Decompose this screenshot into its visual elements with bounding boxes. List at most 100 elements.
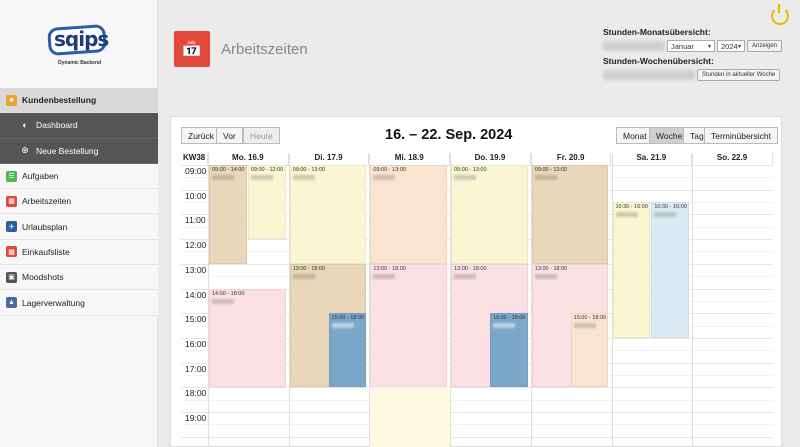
plus-circle-icon: ⊕	[21, 145, 29, 156]
event-time: 15:00 - 18:00	[331, 315, 364, 322]
cart-icon: ▩	[6, 246, 17, 258]
sidebar-item-label: Kundenbestellung	[22, 95, 97, 106]
event-time: 09:00 - 13:00	[292, 167, 326, 173]
logo-subtitle: Dynamic Backend	[58, 60, 102, 66]
calendar-event[interactable]: 10:30 - 16:00	[651, 202, 690, 338]
sidebar-item-label: Moodshots	[22, 272, 64, 283]
event-time: 13:00 - 18:00	[534, 265, 568, 272]
event-time: 09:00 - 13:00	[373, 167, 406, 173]
year-select-value: 2024	[721, 41, 738, 51]
prev-button[interactable]: Zurück	[181, 127, 221, 144]
sidebar-item-1[interactable]: ◐ Dashboard	[0, 113, 158, 139]
hour-label: 09:00	[185, 166, 207, 176]
day-divider	[369, 153, 371, 447]
grid-line	[181, 412, 773, 413]
day-divider	[288, 153, 290, 447]
sidebar-item-7[interactable]: ▣ Moodshots	[0, 265, 158, 291]
view-list-button[interactable]: Terminübersicht	[704, 127, 778, 144]
calendar-event[interactable]: 09:00 - 13:00	[289, 165, 367, 264]
event-time: 10:30 - 16:00	[615, 204, 648, 211]
sidebar-item-label: Urlaubsplan	[22, 221, 68, 232]
calendar-event[interactable]: 15:00 - 18:00	[570, 313, 609, 388]
event-name-redacted	[292, 175, 315, 180]
sidebar-item-label: Einkaufsliste	[22, 246, 70, 257]
week-grid: KW38 Mo. 16.9 Di. 17.9 Mi. 18.9 Do. 19.9 Fr.…	[181, 153, 773, 447]
view-month-button[interactable]: Monat	[616, 127, 654, 144]
sidebar-item-8[interactable]: ▲ Lagerverwaltung	[0, 290, 158, 316]
event-name-redacted	[492, 323, 515, 329]
event-name-redacted	[373, 273, 396, 279]
calendar-event[interactable]: 09:00 - 14:00	[209, 165, 247, 264]
page-title: Arbeitszeiten	[221, 41, 308, 58]
event-time: 13:00 - 18:00	[292, 265, 326, 272]
sidebar-item-0[interactable]: ■ Kundenbestellung	[0, 88, 158, 114]
box-icon: ■	[6, 94, 17, 106]
day-header-6[interactable]: So. 22.9	[692, 153, 773, 165]
grid-line	[181, 387, 773, 389]
day-divider	[530, 153, 532, 447]
user-select-redacted[interactable]	[603, 41, 665, 51]
event-time: 15:00 - 18:00	[573, 315, 607, 322]
event-name-redacted	[534, 273, 557, 279]
sidebar-item-5[interactable]: ✈ Urlaubsplan	[0, 214, 158, 240]
chevron-down-icon: ▾	[707, 43, 711, 50]
event-time: 15:00 - 18:00	[492, 315, 526, 322]
warehouse-icon: ▲	[6, 297, 17, 309]
chevron-down-icon: ▾	[737, 43, 741, 50]
event-name-redacted	[331, 323, 354, 329]
week-number: KW38	[181, 153, 208, 165]
event-name-redacted	[292, 273, 315, 279]
sidebar-item-2[interactable]: ⊕ Neue Bestellung	[0, 138, 158, 164]
calendar-event[interactable]: 15:00 - 18:00	[328, 313, 367, 388]
event-name-redacted	[373, 175, 396, 180]
event-name-redacted	[615, 212, 638, 218]
event-name-redacted	[250, 175, 273, 180]
today-button[interactable]: Heute	[243, 127, 280, 144]
month-select[interactable]: Januar ▾	[667, 40, 715, 52]
year-select[interactable]: 2024 ▾	[717, 40, 745, 52]
app-logo[interactable]: sqips Dynamic Backend	[47, 22, 110, 68]
day-header-4[interactable]: Fr. 20.9	[531, 153, 612, 165]
day-divider	[692, 153, 694, 447]
grid-line	[181, 436, 773, 438]
calendar-event[interactable]: 09:00 - 13:00	[451, 165, 528, 264]
show-button[interactable]: Anzeigen	[747, 40, 783, 52]
calendar-event[interactable]: 13:00 - 18:00	[370, 263, 448, 388]
calendar-event[interactable]: 10:30 - 16:00	[612, 202, 651, 338]
event-time: 14:00 - 18:00	[212, 290, 245, 297]
day-header-1[interactable]: Di. 17.9	[289, 153, 370, 165]
event-time: 10:30 - 16:00	[654, 204, 687, 211]
logo-text: sqips	[54, 27, 109, 51]
day-header-0[interactable]: Mo. 16.9	[208, 153, 289, 165]
highlight-column	[370, 387, 451, 447]
event-name-redacted	[454, 273, 477, 279]
sidebar-item-6[interactable]: ▩ Einkaufsliste	[0, 239, 158, 266]
sidebar-item-4[interactable]: ▦ Arbeitszeiten	[0, 189, 158, 215]
event-time: 09:00 - 13:00	[534, 167, 568, 173]
day-header-2[interactable]: Mi. 18.9	[369, 153, 451, 165]
calendar-event[interactable]: 15:00 - 18:00	[489, 313, 528, 388]
day-header-3[interactable]: Do. 19.9	[450, 153, 531, 165]
calendar-event[interactable]: 09:00 - 13:00	[531, 165, 609, 264]
calendar-event[interactable]: 09:00 - 12:00	[247, 165, 286, 240]
event-name-redacted	[212, 175, 234, 180]
hour-label: 18:00	[185, 388, 207, 399]
user-select-redacted[interactable]	[603, 70, 695, 80]
next-button[interactable]: Vor	[216, 127, 243, 144]
calendar-event[interactable]: 14:00 - 18:00	[209, 288, 286, 388]
hour-label: 12:00	[185, 240, 207, 251]
hour-label: 17:00	[185, 363, 207, 374]
power-icon[interactable]	[771, 4, 789, 25]
day-divider	[450, 153, 452, 447]
calendar-event[interactable]: 09:00 - 13:00	[370, 165, 448, 264]
hour-label: 13:00	[185, 264, 207, 275]
gauge-icon: ◐	[22, 120, 28, 131]
event-name-redacted	[573, 323, 596, 329]
current-week-hours-button[interactable]: Stunden in aktueller Woche	[697, 69, 781, 81]
day-header-5[interactable]: Sa. 21.9	[612, 153, 693, 165]
calendar-icon: ▦	[6, 195, 17, 207]
event-time: 09:00 - 13:00	[454, 167, 487, 173]
hour-label: 16:00	[185, 338, 207, 349]
event-time: 09:00 - 12:00	[250, 167, 284, 173]
sidebar-item-3[interactable]: ☰ Aufgaben	[0, 163, 158, 190]
